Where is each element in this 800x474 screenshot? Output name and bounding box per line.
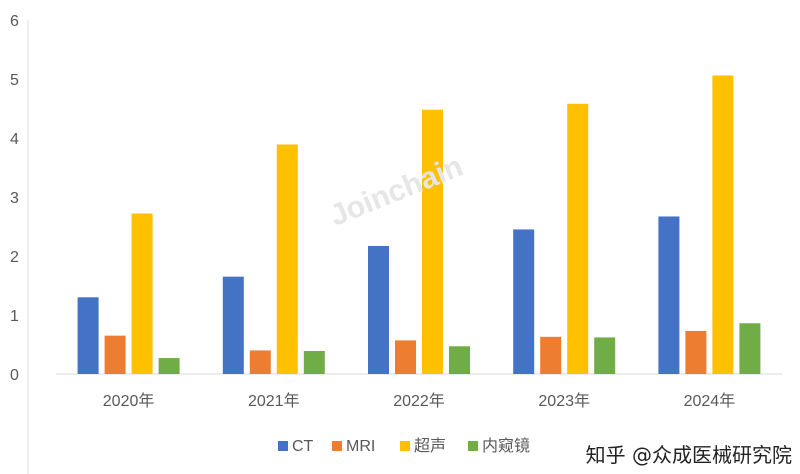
bar: [422, 109, 443, 375]
bar: [567, 103, 589, 374]
x-tick-label: 2020年: [103, 392, 155, 410]
credit-text: 知乎 @众成医械研究院: [585, 443, 792, 467]
bar: [77, 297, 99, 374]
bar: [594, 337, 616, 374]
y-tick-label: 5: [10, 72, 19, 89]
bar: [658, 216, 680, 374]
x-tick-label: 2023年: [538, 392, 590, 410]
legend-swatch: [332, 441, 342, 451]
y-tick-label: 1: [10, 308, 19, 325]
bar: [303, 350, 325, 374]
bar: [276, 144, 298, 374]
legend-label: CT: [292, 438, 314, 455]
bar: [712, 75, 734, 375]
legend-label: MRI: [346, 438, 375, 455]
y-tick-label: 4: [10, 131, 19, 148]
bar: [222, 276, 244, 374]
bar: [449, 346, 470, 374]
watermark: Joinchain: [325, 150, 467, 233]
bar: [395, 340, 416, 374]
legend-swatch: [400, 441, 410, 451]
bar: [104, 335, 126, 374]
y-tick-label: 0: [10, 367, 19, 384]
x-tick-label: 2024年: [684, 392, 736, 410]
y-tick-label: 2: [10, 249, 19, 266]
y-tick-labels: 0 1 2 3 4 5 6: [10, 13, 19, 384]
bar: [158, 358, 180, 374]
bars-group: [77, 75, 761, 375]
bar: [368, 245, 389, 374]
legend-label: 超声: [414, 437, 446, 455]
bar: [685, 330, 707, 374]
y-tick-label: 6: [10, 13, 19, 30]
y-tick-label: 3: [10, 190, 19, 207]
bar: [513, 229, 535, 374]
legend-label: 内窥镜: [482, 436, 530, 455]
legend-swatch: [468, 441, 478, 451]
bar: [739, 323, 761, 374]
category-labels: 2020年 2021年 2022年 2023年 2024年: [103, 392, 735, 410]
x-tick-label: 2022年: [393, 392, 445, 410]
legend: CT MRI 超声 内窥镜: [278, 436, 530, 455]
bar: [131, 213, 153, 374]
legend-swatch: [278, 441, 288, 451]
bar: [540, 336, 562, 374]
x-tick-label: 2021年: [248, 392, 300, 410]
bar: [249, 350, 271, 374]
